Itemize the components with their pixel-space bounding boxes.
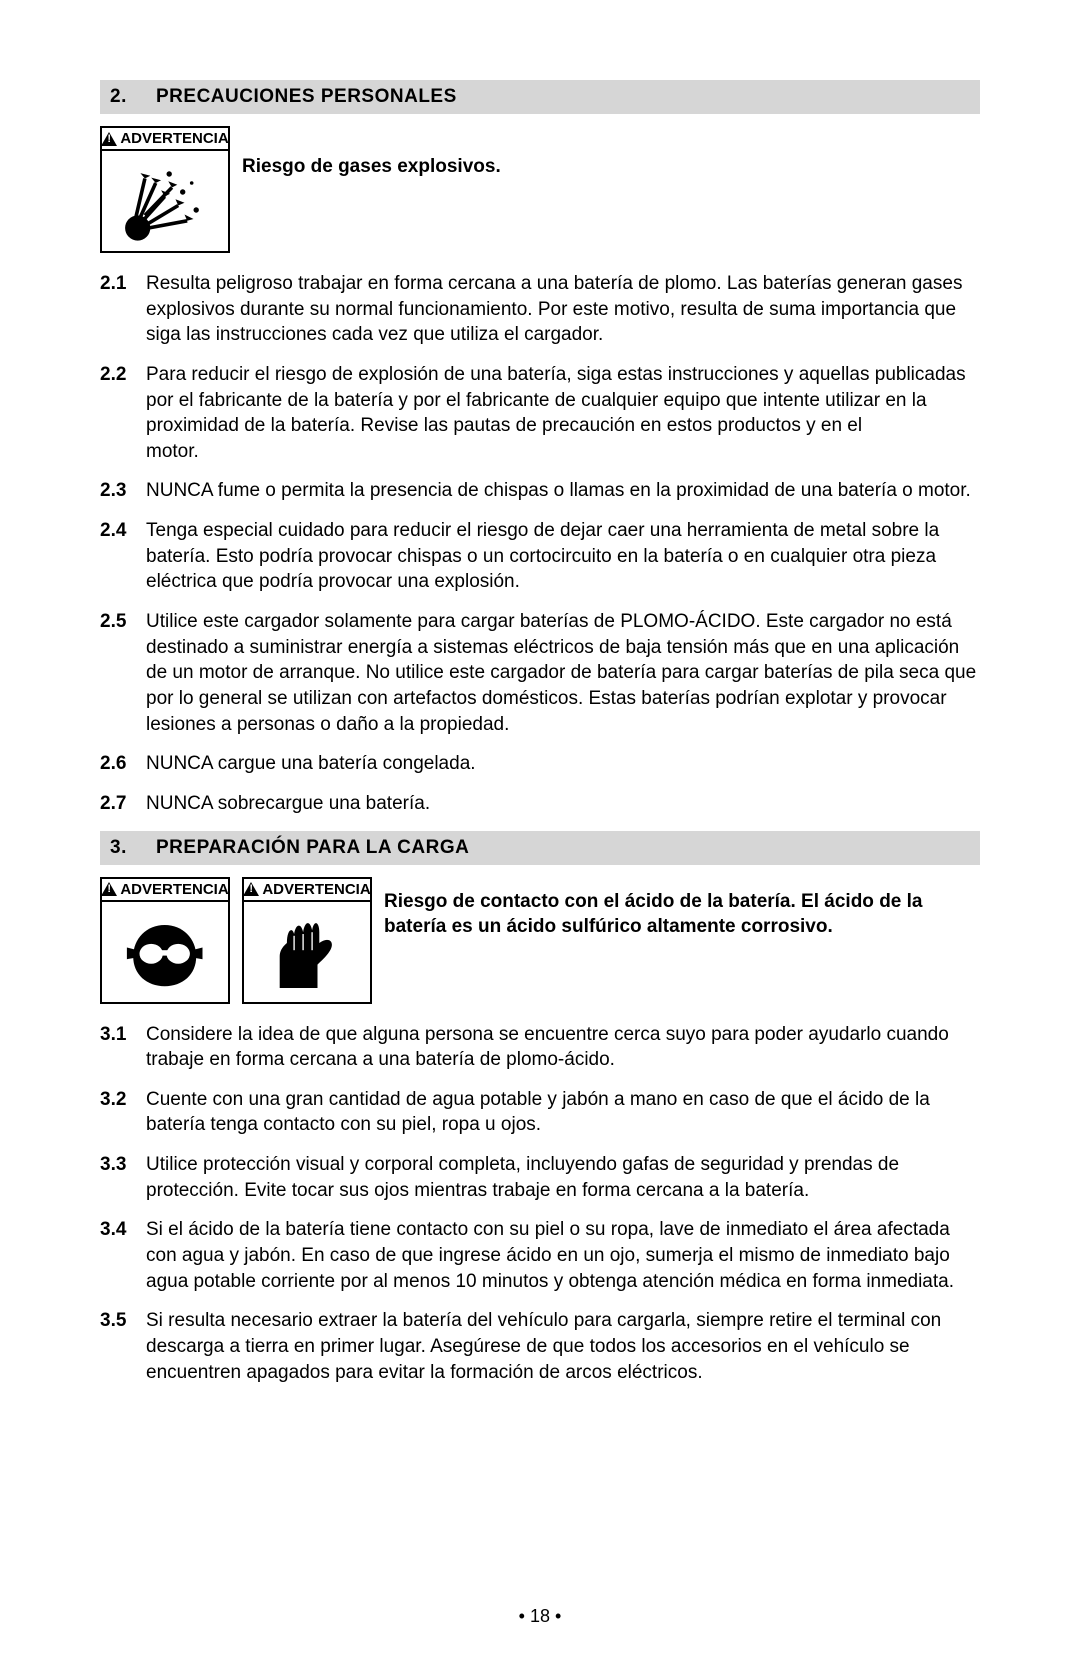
warning-label-text: ADVERTENCIA bbox=[120, 130, 228, 147]
item-number: 2.6 bbox=[100, 751, 146, 777]
section-2-header: 2. PRECAUCIONES PERSONALES bbox=[100, 80, 980, 114]
item-number: 2.3 bbox=[100, 478, 146, 504]
warning-box-glove: ADVERTENCIA bbox=[242, 877, 372, 1004]
section-3-num: 3. bbox=[110, 837, 156, 859]
item-number: 2.4 bbox=[100, 518, 146, 595]
item-number: 2.1 bbox=[100, 271, 146, 348]
list-item: 3.5Si resulta necesario extraer la bater… bbox=[100, 1308, 980, 1385]
section-3-risk-text: Riesgo de contacto con el ácido de la ba… bbox=[384, 877, 980, 940]
section-2-risk-text: Riesgo de gases explosivos. bbox=[242, 126, 501, 178]
list-item: 2.7NUNCA sobrecargue una batería. bbox=[100, 791, 980, 817]
list-item: 2.3NUNCA fume o permita la presencia de … bbox=[100, 478, 980, 504]
section-2-warning-row: ADVERTENCIA bbox=[100, 126, 980, 253]
warning-label: ADVERTENCIA bbox=[244, 879, 370, 902]
item-text: Si resulta necesario extraer la batería … bbox=[146, 1308, 980, 1385]
list-item: 2.2Para reducir el riesgo de explosión d… bbox=[100, 362, 980, 465]
list-item: 3.1Considere la idea de que alguna perso… bbox=[100, 1022, 980, 1073]
warning-label: ADVERTENCIA bbox=[102, 128, 228, 151]
warning-triangle-icon bbox=[101, 132, 117, 146]
item-text: Considere la idea de que alguna persona … bbox=[146, 1022, 980, 1073]
section-3-items: 3.1Considere la idea de que alguna perso… bbox=[100, 1022, 980, 1386]
item-text: Si el ácido de la batería tiene contacto… bbox=[146, 1217, 980, 1294]
item-text: Utilice este cargador solamente para car… bbox=[146, 609, 980, 737]
item-number: 2.7 bbox=[100, 791, 146, 817]
section-3-title: PREPARACIÓN PARA LA CARGA bbox=[156, 837, 469, 859]
section-2-title: PRECAUCIONES PERSONALES bbox=[156, 86, 457, 108]
item-text: Cuente con una gran cantidad de agua pot… bbox=[146, 1087, 980, 1138]
list-item: 2.6NUNCA cargue una batería congelada. bbox=[100, 751, 980, 777]
list-item: 3.4Si el ácido de la batería tiene conta… bbox=[100, 1217, 980, 1294]
explosion-icon bbox=[102, 151, 228, 251]
warning-triangle-icon bbox=[243, 882, 259, 896]
section-2-items: 2.1Resulta peligroso trabajar en forma c… bbox=[100, 271, 980, 817]
item-text: Tenga especial cuidado para reducir el r… bbox=[146, 518, 980, 595]
section-3-header: 3. PREPARACIÓN PARA LA CARGA bbox=[100, 831, 980, 865]
item-number: 3.5 bbox=[100, 1308, 146, 1385]
item-text: Utilice protección visual y corporal com… bbox=[146, 1152, 980, 1203]
list-item: 2.5Utilice este cargador solamente para … bbox=[100, 609, 980, 737]
page-number: • 18 • bbox=[0, 1606, 1080, 1627]
warning-box-explosion: ADVERTENCIA bbox=[100, 126, 230, 253]
section-2-num: 2. bbox=[110, 86, 156, 108]
item-number: 3.3 bbox=[100, 1152, 146, 1203]
item-text: NUNCA fume o permita la presencia de chi… bbox=[146, 478, 980, 504]
item-text: NUNCA sobrecargue una batería. bbox=[146, 791, 980, 817]
list-item: 3.2Cuente con una gran cantidad de agua … bbox=[100, 1087, 980, 1138]
glove-icon bbox=[244, 902, 370, 1002]
item-number: 3.1 bbox=[100, 1022, 146, 1073]
list-item: 2.4Tenga especial cuidado para reducir e… bbox=[100, 518, 980, 595]
warning-label-text: ADVERTENCIA bbox=[262, 881, 370, 898]
warning-box-goggles: ADVERTENCIA bbox=[100, 877, 230, 1004]
item-text: NUNCA cargue una batería congelada. bbox=[146, 751, 980, 777]
item-text: Resulta peligroso trabajar en forma cerc… bbox=[146, 271, 980, 348]
section-3-warning-row: ADVERTENCIA ADVERTENCIA bbox=[100, 877, 980, 1004]
item-number: 2.5 bbox=[100, 609, 146, 737]
warning-triangle-icon bbox=[101, 882, 117, 896]
list-item: 3.3Utilice protección visual y corporal … bbox=[100, 1152, 980, 1203]
item-text: Para reducir el riesgo de explosión de u… bbox=[146, 362, 980, 465]
item-number: 3.2 bbox=[100, 1087, 146, 1138]
item-number: 3.4 bbox=[100, 1217, 146, 1294]
item-number: 2.2 bbox=[100, 362, 146, 465]
warning-label: ADVERTENCIA bbox=[102, 879, 228, 902]
goggles-icon bbox=[102, 902, 228, 1002]
list-item: 2.1Resulta peligroso trabajar en forma c… bbox=[100, 271, 980, 348]
warning-label-text: ADVERTENCIA bbox=[120, 881, 228, 898]
